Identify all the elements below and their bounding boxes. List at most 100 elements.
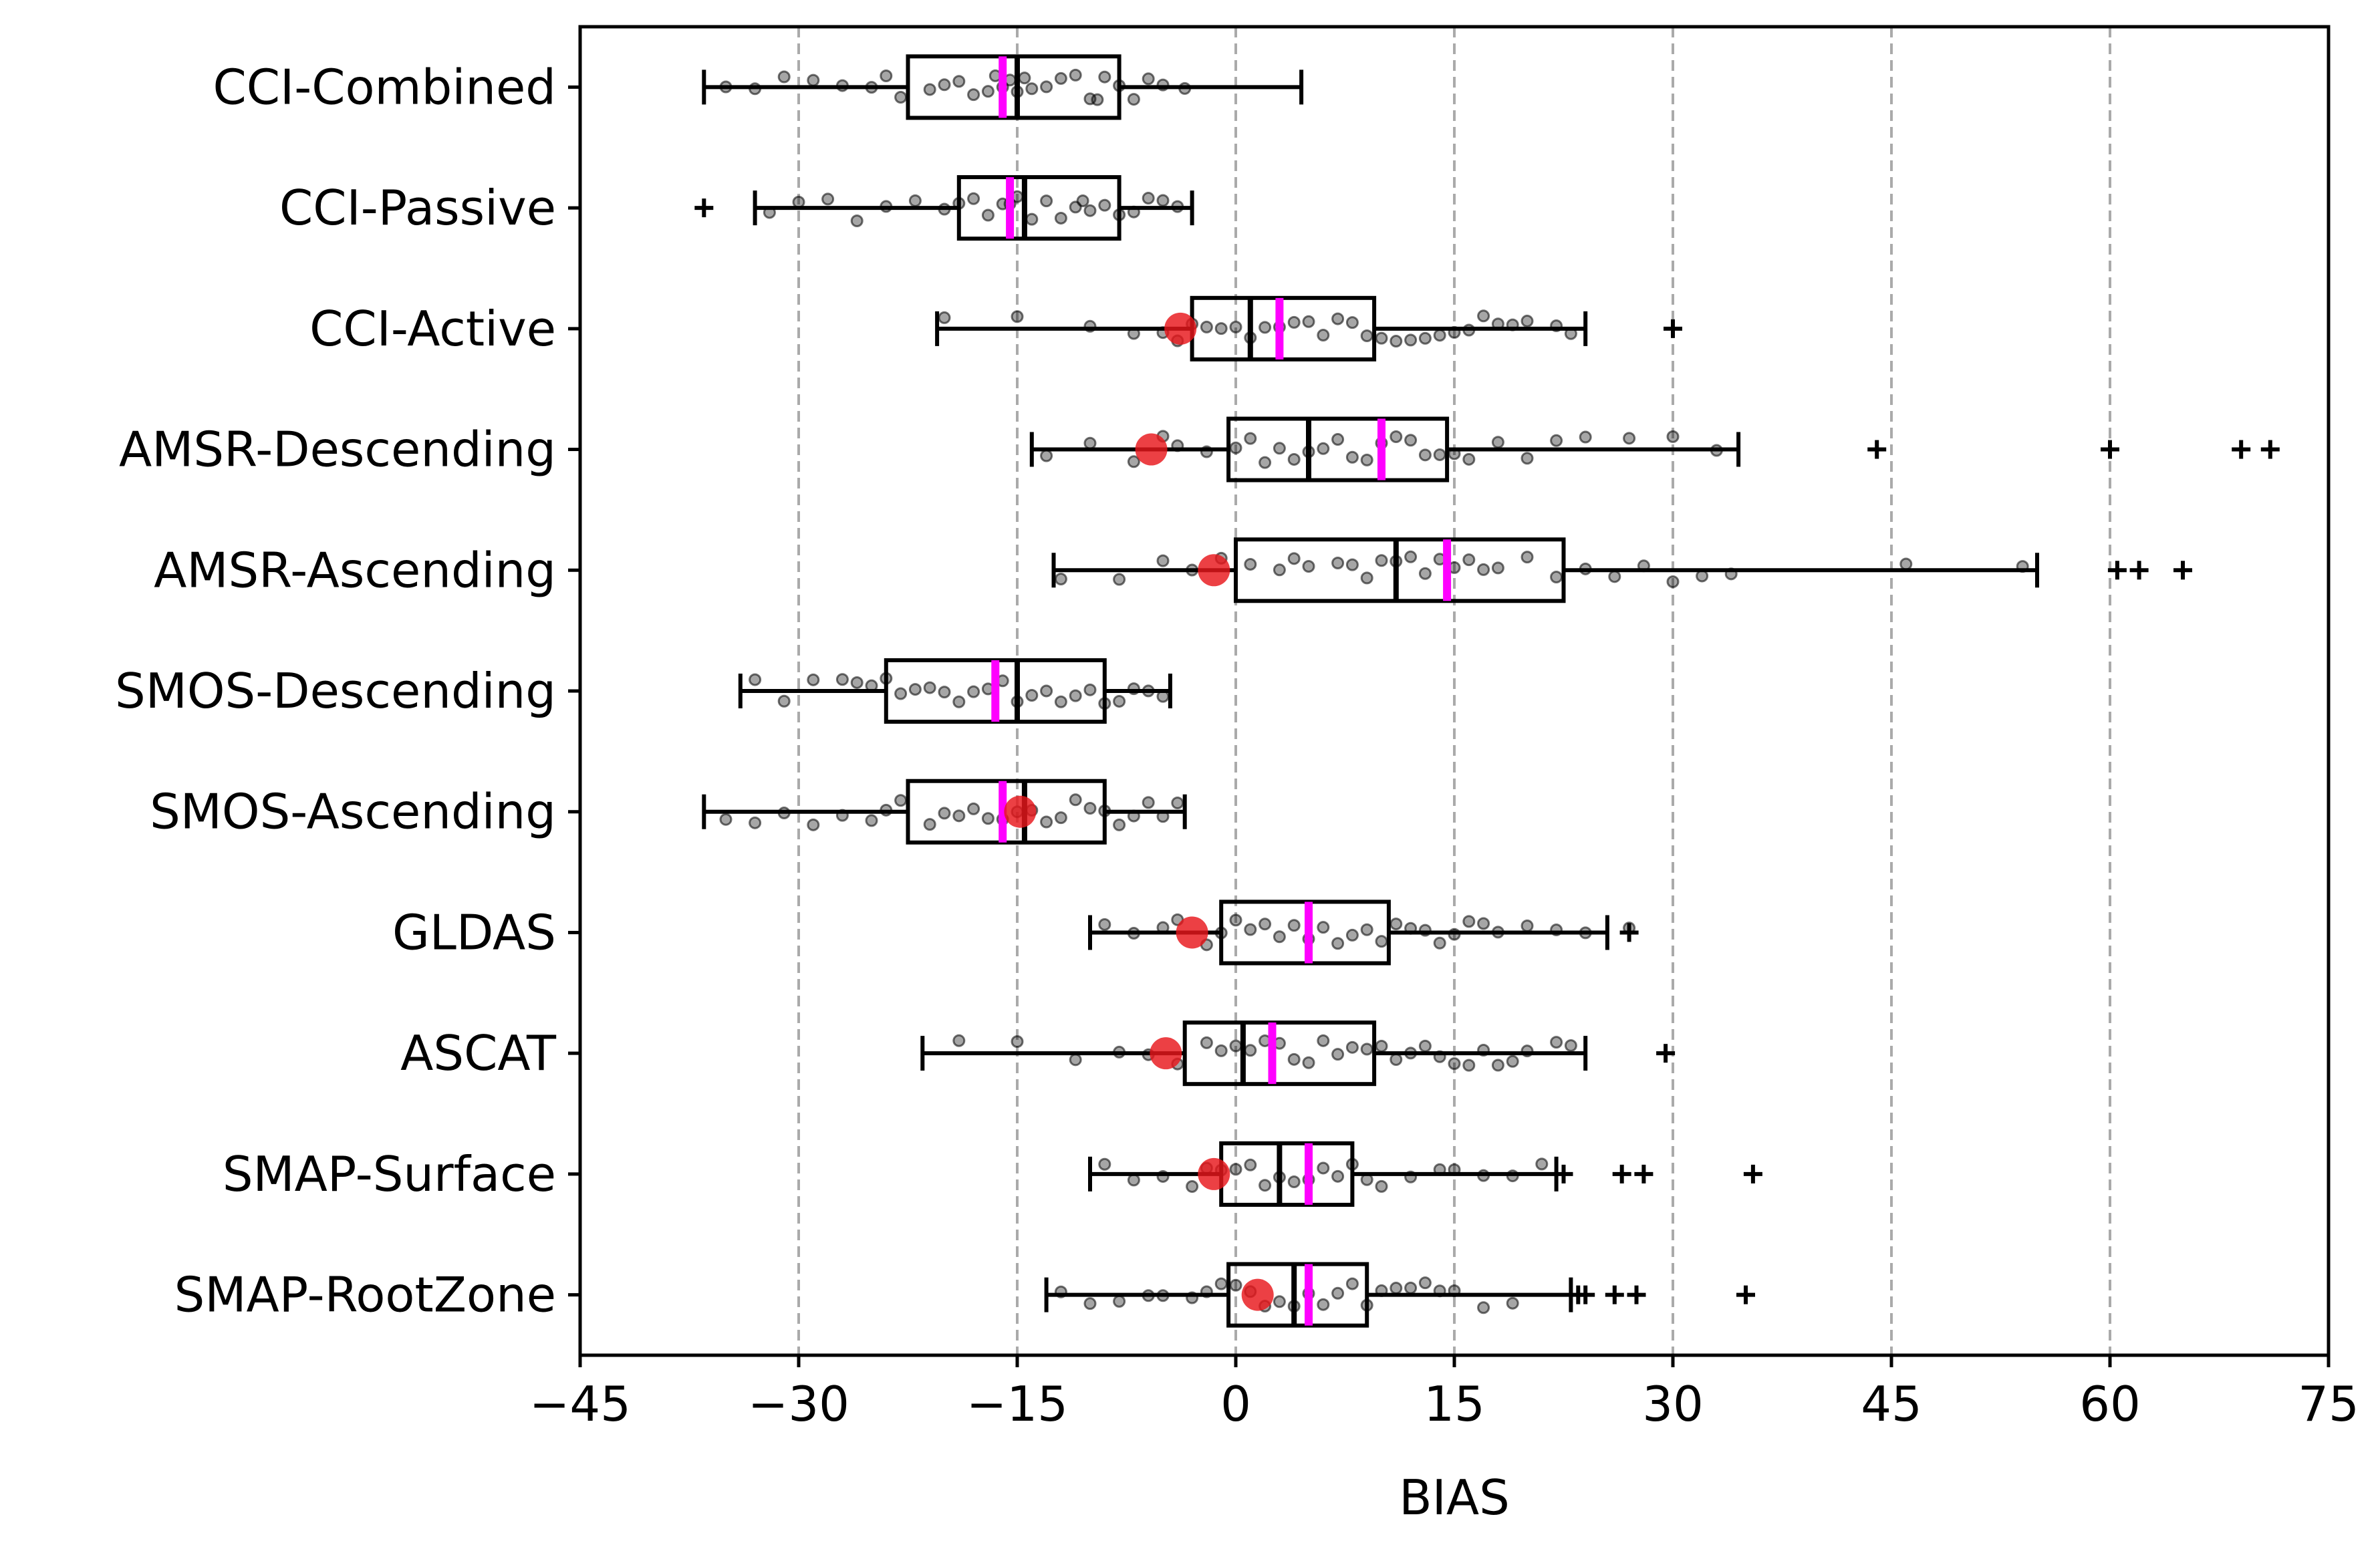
data-point (1287, 552, 1301, 565)
data-point (1331, 556, 1345, 569)
data-point (938, 686, 951, 699)
data-point (1273, 1295, 1286, 1308)
data-point (1360, 329, 1373, 342)
data-point (923, 818, 936, 831)
data-point (1214, 1044, 1228, 1057)
y-tick-label: CCI-Combined (213, 59, 556, 115)
data-point (1142, 796, 1155, 809)
data-point (1011, 1035, 1024, 1048)
data-point (1390, 430, 1403, 444)
data-point (1186, 1179, 1199, 1193)
data-point (1404, 434, 1418, 447)
data-point (1375, 1179, 1388, 1193)
data-point (1375, 331, 1388, 345)
data-point (1069, 689, 1082, 702)
data-point (1360, 571, 1373, 585)
x-tick-label: 30 (1642, 1376, 1704, 1432)
data-point (1899, 557, 1913, 571)
data-point (1069, 68, 1082, 82)
data-point (1404, 1281, 1418, 1294)
data-point (1491, 436, 1504, 449)
data-point (1127, 455, 1140, 468)
data-point (1462, 1059, 1476, 1072)
data-point (1113, 694, 1126, 708)
data-point (1375, 554, 1388, 567)
data-point (1200, 320, 1213, 333)
data-point (1418, 1276, 1432, 1290)
data-point (1244, 1158, 1257, 1171)
data-point (1433, 329, 1446, 342)
highlight-point (1004, 795, 1037, 828)
x-tick-label: −15 (966, 1376, 1068, 1432)
data-point (1462, 452, 1476, 466)
data-point (880, 69, 893, 83)
data-point (777, 70, 791, 84)
data-point (1098, 918, 1111, 931)
outlier-marker (1743, 1164, 1762, 1183)
data-point (1317, 1298, 1330, 1311)
data-point (1345, 928, 1359, 942)
data-point (1448, 1057, 1461, 1071)
data-point (1229, 441, 1242, 454)
data-point (1273, 563, 1286, 577)
data-point (1506, 1296, 1519, 1310)
data-point (1259, 456, 1272, 469)
data-point (1259, 1179, 1272, 1192)
data-point (981, 85, 995, 98)
data-point (1069, 793, 1082, 807)
data-point (1244, 557, 1257, 571)
x-tick-label: 60 (2079, 1376, 2141, 1432)
data-point (1506, 1055, 1519, 1068)
y-tick-label: AMSR-Ascending (154, 542, 556, 598)
data-point (1083, 204, 1097, 217)
data-point (1244, 923, 1257, 936)
data-point (1696, 569, 1709, 583)
data-point (1156, 554, 1170, 567)
data-point (1520, 452, 1534, 465)
box (1226, 416, 1450, 482)
data-point (1317, 921, 1330, 934)
data-point (1317, 1034, 1330, 1047)
data-point (923, 681, 936, 694)
outlier-marker (1605, 1285, 1624, 1304)
data-point (792, 195, 805, 208)
data-point (1229, 1163, 1242, 1176)
data-point (1418, 1039, 1432, 1053)
data-point (1433, 448, 1446, 461)
box (1234, 537, 1566, 603)
data-point (1302, 559, 1315, 573)
data-point (1287, 315, 1301, 329)
data-point (807, 673, 820, 686)
x-axis-title: BIAS (1399, 1469, 1510, 1526)
data-point (1273, 442, 1286, 455)
data-point (1054, 72, 1067, 85)
axis-layer: −45 −30 −15 0 15 30 45 60 75 CCI-Combined CCI-Pass… (115, 25, 2359, 1432)
data-point (1171, 796, 1184, 809)
data-point (1564, 1039, 1577, 1053)
y-tick-label: SMOS-Ascending (150, 784, 556, 840)
data-point (1360, 923, 1373, 936)
data-point (1331, 1048, 1345, 1061)
data-point (894, 794, 908, 807)
data-point (1491, 561, 1504, 575)
data-point (894, 687, 908, 700)
x-tick-label: 75 (2298, 1376, 2359, 1432)
data-point (1345, 316, 1359, 329)
highlight-point (1198, 554, 1230, 587)
data-point (1054, 573, 1067, 586)
data-point (1229, 1039, 1242, 1053)
data-point (1404, 550, 1418, 563)
data-point (1433, 936, 1446, 950)
outlier-marker (1554, 1164, 1573, 1183)
data-point (1287, 452, 1301, 466)
data-point (1076, 194, 1089, 208)
data-point (1083, 436, 1097, 450)
highlight-point (1150, 1037, 1182, 1070)
outlier-marker (2232, 440, 2251, 459)
data-point (1331, 1286, 1345, 1300)
data-point (1390, 1053, 1403, 1066)
data-point (865, 814, 878, 827)
data-point (1302, 1056, 1315, 1069)
data-point (981, 208, 995, 222)
data-point (1040, 684, 1053, 698)
